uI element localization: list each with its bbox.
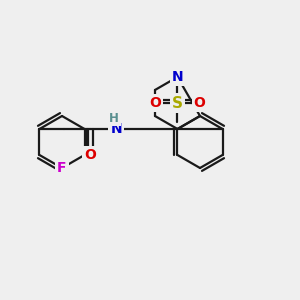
Text: N: N [172,70,183,84]
Text: O: O [149,96,161,110]
Text: O: O [194,96,206,110]
Text: H: H [109,112,119,124]
Text: F: F [57,161,67,175]
Text: S: S [172,95,183,110]
Text: O: O [84,148,96,162]
Text: N: N [110,122,122,136]
